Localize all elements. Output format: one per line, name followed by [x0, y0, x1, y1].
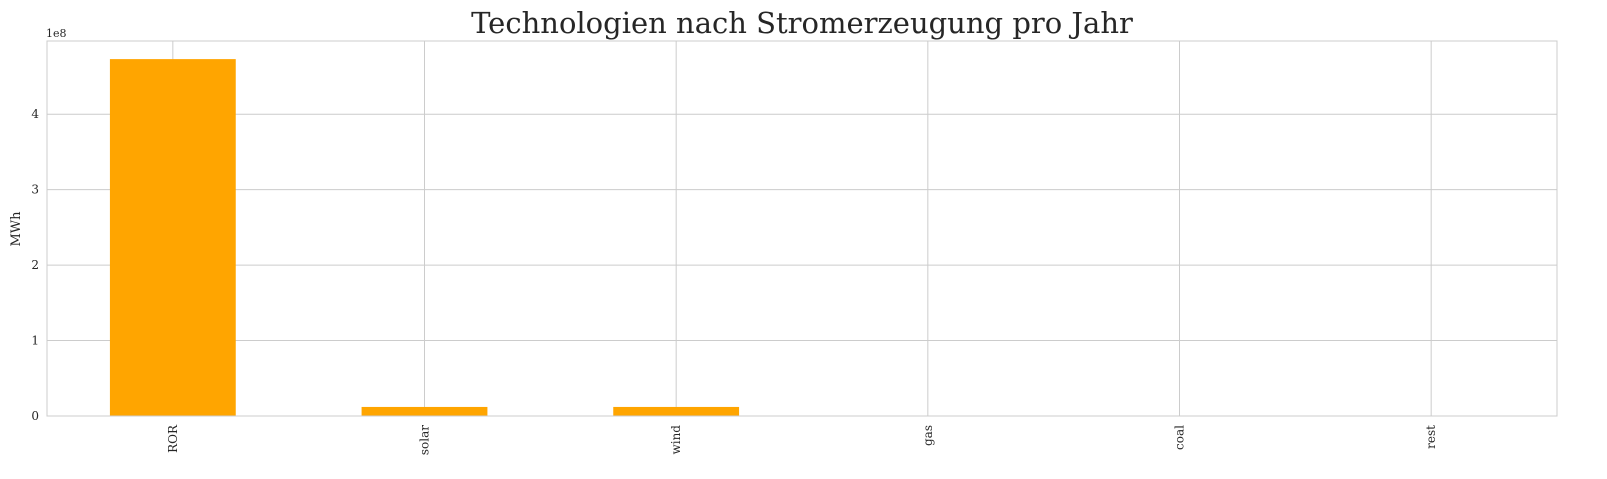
chart-title: Technologien nach Stromerzeugung pro Jah… — [471, 6, 1133, 40]
y-axis-label: MWh — [9, 211, 24, 247]
grid — [47, 41, 1557, 417]
x-tick-label: wind — [669, 425, 683, 455]
y-tick-label: 1 — [31, 334, 39, 348]
y-tick-labels: 0 1 2 3 4 — [31, 107, 39, 423]
y-tick-label: 0 — [31, 409, 39, 423]
plot-frame — [46, 40, 1558, 417]
x-tick-label: coal — [1173, 425, 1187, 450]
y-tick-label: 2 — [31, 258, 39, 272]
x-tick-label: ROR — [166, 424, 180, 453]
y-tick-label: 3 — [31, 183, 39, 197]
bars — [109, 59, 740, 417]
bar-ror — [109, 59, 236, 417]
y-axis-offset-label: 1e8 — [46, 27, 67, 40]
bar-solar — [361, 406, 488, 416]
x-tick-labels: ROR solar wind gas coal rest — [166, 424, 1438, 455]
bar-wind — [613, 406, 740, 416]
x-tick-label: rest — [1424, 425, 1438, 449]
x-tick-label: solar — [418, 425, 432, 455]
x-tick-label: gas — [921, 425, 935, 446]
y-tick-label: 4 — [31, 107, 39, 121]
